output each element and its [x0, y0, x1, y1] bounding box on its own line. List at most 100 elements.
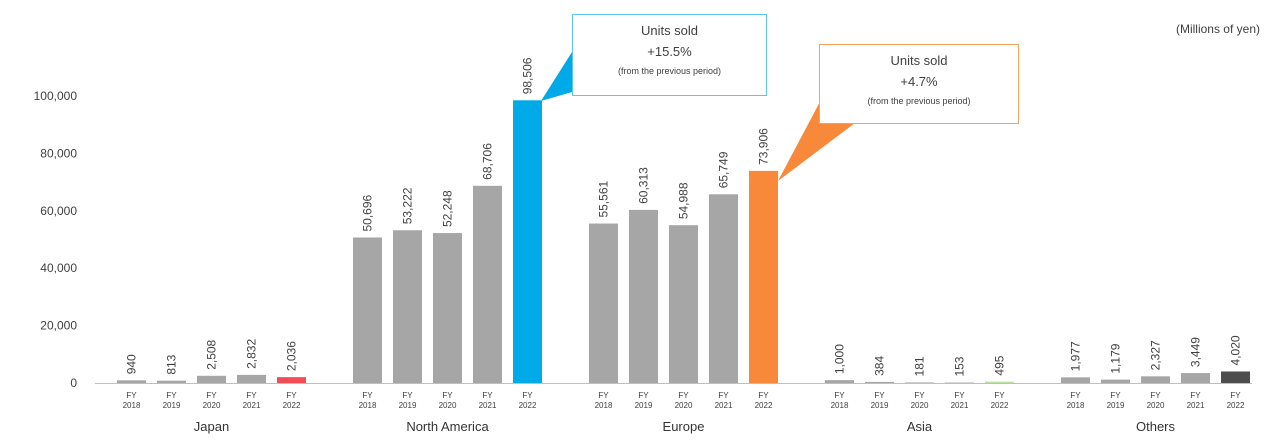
- bar: [865, 381, 894, 383]
- bar: [1101, 379, 1130, 383]
- bar: [353, 237, 382, 383]
- europe-callout: Units sold +4.7% (from the previous peri…: [819, 44, 1019, 124]
- bar-value-label: 55,561: [597, 181, 611, 218]
- x-tick-label-fy: FY: [914, 391, 925, 400]
- x-tick-label-fy: FY: [638, 391, 649, 400]
- bar: [905, 382, 934, 383]
- x-tick-label-year: 2020: [1147, 401, 1165, 410]
- bar-value-label: 495: [993, 355, 1007, 375]
- bar-value-label: 60,313: [637, 167, 651, 204]
- x-tick-label-fy: FY: [954, 391, 965, 400]
- y-tick-label: 100,000: [34, 89, 78, 103]
- region-label: Asia: [907, 419, 933, 434]
- north-america-callout-value: +15.5%: [647, 44, 692, 59]
- bar: [589, 223, 618, 383]
- bar-value-label: 54,988: [677, 182, 691, 219]
- europe-callout-title: Units sold: [890, 53, 948, 68]
- x-tick-label-year: 2018: [595, 401, 613, 410]
- y-tick-label: 60,000: [40, 204, 77, 218]
- x-tick-label-year: 2018: [123, 401, 141, 410]
- x-tick-label-year: 2021: [243, 401, 261, 410]
- bar-value-label: 4,020: [1229, 335, 1243, 365]
- bar: [157, 380, 186, 383]
- x-tick-label-year: 2020: [439, 401, 457, 410]
- x-tick-label-year: 2020: [911, 401, 929, 410]
- bar-value-label: 68,706: [481, 143, 495, 180]
- bar-value-label: 98,506: [521, 57, 535, 94]
- x-tick-label-year: 2022: [991, 401, 1009, 410]
- x-tick-label-fy: FY: [246, 391, 257, 400]
- x-tick-label-fy: FY: [1070, 391, 1081, 400]
- bar-value-label: 53,222: [401, 187, 415, 224]
- bar: [709, 194, 738, 383]
- region-label: Japan: [194, 419, 229, 434]
- y-tick-label: 0: [70, 376, 77, 390]
- x-tick-label-year: 2019: [163, 401, 181, 410]
- bar: [197, 375, 226, 383]
- bar-value-label: 1,977: [1069, 341, 1083, 371]
- bar: [669, 225, 698, 383]
- x-tick-label-fy: FY: [166, 391, 177, 400]
- x-tick-label-year: 2018: [359, 401, 377, 410]
- x-tick-label-year: 2019: [635, 401, 653, 410]
- bar-value-label: 1,000: [833, 344, 847, 374]
- europe-callout-note: (from the previous period): [867, 96, 971, 106]
- y-tick-label: 40,000: [40, 261, 77, 275]
- x-tick-label-fy: FY: [718, 391, 729, 400]
- x-tick-label-year: 2020: [203, 401, 221, 410]
- bar-value-label: 2,327: [1149, 340, 1163, 370]
- x-tick-label-fy: FY: [994, 391, 1005, 400]
- bar: [1141, 376, 1170, 383]
- bar-value-label: 813: [165, 354, 179, 374]
- x-tick-label-year: 2021: [1187, 401, 1205, 410]
- bar: [825, 380, 854, 383]
- region-label: Europe: [663, 419, 705, 434]
- north-america-callout-pointer: [541, 52, 572, 101]
- bar-value-label: 181: [913, 356, 927, 376]
- x-tick-label-year: 2022: [755, 401, 773, 410]
- x-tick-label-year: 2021: [951, 401, 969, 410]
- north-america-callout-title: Units sold: [640, 23, 699, 38]
- bar-value-label: 940: [125, 354, 139, 374]
- bar-value-label: 384: [873, 356, 887, 376]
- unit-note: (Millions of yen): [1175, 22, 1260, 36]
- x-tick-label-fy: FY: [442, 391, 453, 400]
- x-tick-label-year: 2018: [1067, 401, 1085, 410]
- x-tick-label-fy: FY: [834, 391, 845, 400]
- bar: [117, 380, 146, 383]
- north-america-callout: Units sold +15.5% (from the previous per…: [572, 14, 767, 96]
- region-label: North America: [406, 419, 489, 434]
- x-tick-label-year: 2022: [519, 401, 537, 410]
- x-tick-label-year: 2020: [675, 401, 693, 410]
- bar: [473, 185, 502, 383]
- bar: [749, 170, 778, 383]
- x-tick-label-fy: FY: [1110, 391, 1121, 400]
- x-tick-label-fy: FY: [758, 391, 769, 400]
- bar-value-label: 3,449: [1189, 337, 1203, 367]
- europe-callout-value: +4.7%: [900, 74, 938, 89]
- x-tick-label-year: 2019: [871, 401, 889, 410]
- x-tick-label-fy: FY: [1190, 391, 1201, 400]
- x-tick-label-year: 2021: [479, 401, 497, 410]
- x-tick-label-year: 2022: [1227, 401, 1245, 410]
- x-tick-label-fy: FY: [678, 391, 689, 400]
- x-tick-label-fy: FY: [522, 391, 533, 400]
- bar: [629, 209, 658, 383]
- bar-value-label: 50,696: [361, 194, 375, 231]
- bar-value-label: 73,906: [757, 128, 771, 165]
- x-tick-label-year: 2019: [399, 401, 417, 410]
- bar: [985, 381, 1014, 383]
- bar: [433, 233, 462, 383]
- bar-value-label: 2,036: [285, 341, 299, 371]
- x-tick-label-fy: FY: [286, 391, 297, 400]
- bar: [1061, 377, 1090, 383]
- y-tick-label: 20,000: [40, 319, 77, 333]
- y-tick-label: 80,000: [40, 146, 77, 160]
- x-tick-label-fy: FY: [402, 391, 413, 400]
- bar: [513, 100, 542, 383]
- x-tick-label-year: 2021: [715, 401, 733, 410]
- bar-value-label: 1,179: [1109, 343, 1123, 373]
- x-tick-label-fy: FY: [206, 391, 217, 400]
- region-label: Others: [1136, 419, 1176, 434]
